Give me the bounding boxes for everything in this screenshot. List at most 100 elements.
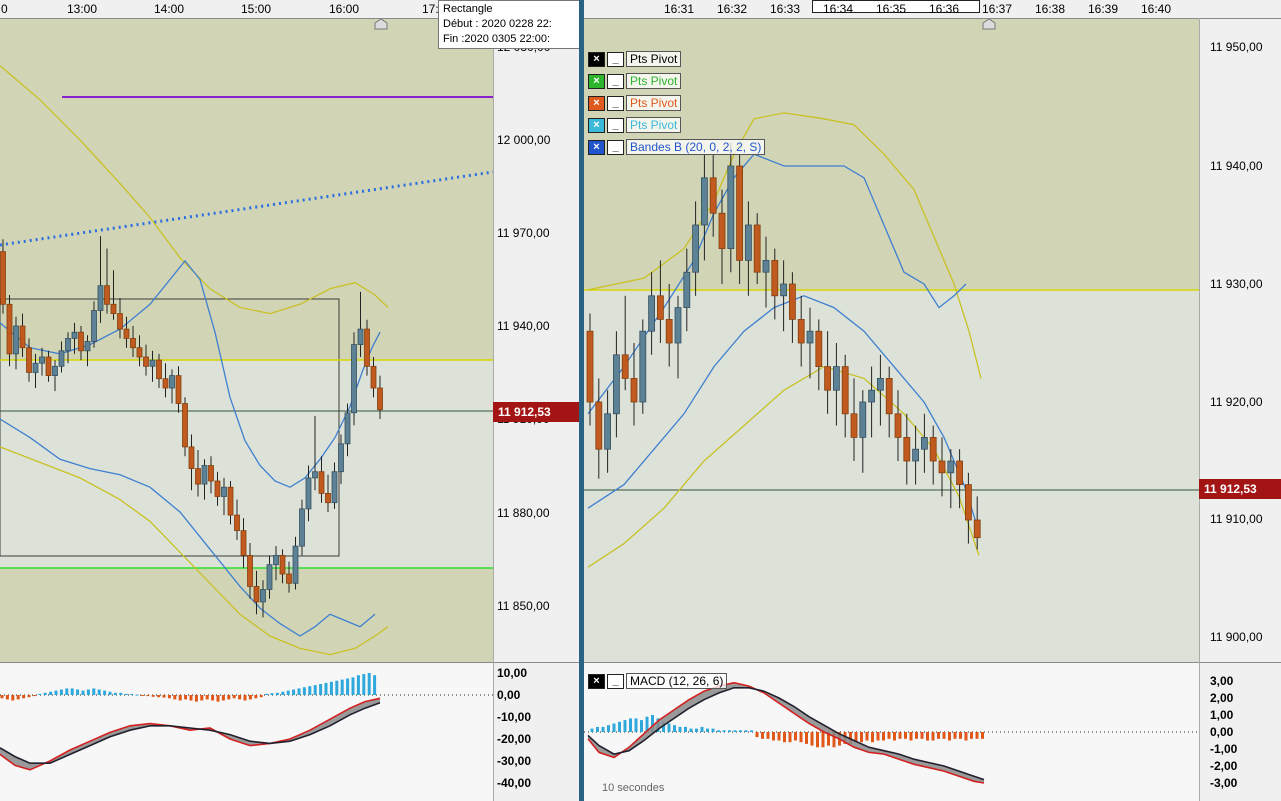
- time-range-selection[interactable]: [812, 0, 980, 13]
- time-marker[interactable]: [982, 18, 996, 30]
- macd-histogram-bar: [915, 732, 918, 739]
- macd-histogram-bar: [953, 732, 957, 739]
- macd-histogram-bar: [335, 680, 339, 695]
- candle: [665, 318, 673, 344]
- macd-histogram-bar: [711, 728, 715, 732]
- chart-zone: [0, 18, 493, 360]
- time-marker[interactable]: [374, 18, 388, 30]
- left-price-chart[interactable]: [0, 18, 493, 662]
- right-price-axis-border: [1199, 18, 1200, 801]
- candle: [156, 359, 162, 380]
- indicator-label[interactable]: Pts Pivot: [626, 51, 682, 67]
- right-price-chart[interactable]: [584, 18, 1199, 662]
- minimize-indicator-button[interactable]: _: [607, 73, 624, 89]
- minimize-indicator-button[interactable]: _: [607, 95, 624, 111]
- indicator-label[interactable]: MACD (12, 26, 6): [626, 673, 728, 689]
- remove-indicator-button[interactable]: ×: [588, 139, 605, 155]
- tooltip-title: Rectangle: [443, 3, 493, 15]
- macd-histogram-bar: [618, 721, 621, 732]
- candle: [377, 387, 383, 411]
- macd-histogram-bar: [59, 689, 63, 695]
- indicator-label[interactable]: Pts Pivot: [626, 95, 682, 111]
- macd-histogram-bar: [178, 695, 182, 701]
- candle: [78, 331, 84, 352]
- macd-histogram-bar: [612, 723, 616, 732]
- macd-histogram-bar: [119, 692, 123, 695]
- minimize-indicator-button[interactable]: _: [607, 673, 624, 689]
- candle: [292, 545, 299, 584]
- indicator-label[interactable]: Pts Pivot: [626, 117, 682, 133]
- panel-separator[interactable]: [0, 662, 1281, 663]
- macd-histogram-bar: [942, 732, 946, 739]
- macd-histogram-bar: [54, 690, 58, 695]
- macd-histogram-bar: [130, 693, 134, 695]
- candle: [929, 436, 937, 462]
- candle: [0, 251, 6, 305]
- candle: [52, 365, 58, 376]
- candle: [815, 330, 823, 368]
- candle: [868, 389, 876, 403]
- macd-histogram-bar: [854, 732, 858, 743]
- remove-indicator-button[interactable]: ×: [588, 117, 605, 133]
- macd-histogram-bar: [733, 730, 737, 732]
- macd-histogram-bar: [140, 695, 144, 696]
- candle: [58, 350, 65, 367]
- candle: [253, 586, 260, 603]
- candle: [91, 310, 97, 342]
- candle: [832, 366, 840, 391]
- tooltip-start-date: Début : 2020 0228 22:: [443, 18, 552, 30]
- macd-histogram-bar: [70, 688, 74, 695]
- macd-histogram-bar: [684, 726, 687, 732]
- macd-histogram-bar: [937, 732, 940, 739]
- macd-histogram-bar: [667, 723, 671, 732]
- candle: [621, 354, 629, 379]
- macd-histogram-bar: [0, 695, 4, 699]
- time-axis-label: 16:33: [769, 2, 801, 16]
- indicator-label[interactable]: Pts Pivot: [626, 73, 682, 89]
- macd-histogram-bar: [297, 688, 301, 695]
- candle: [65, 337, 71, 352]
- candle: [683, 271, 691, 308]
- panel-divider[interactable]: [579, 0, 584, 801]
- macd-histogram-bar: [146, 695, 150, 697]
- macd-histogram-bar: [678, 726, 682, 732]
- macd-histogram-bar: [189, 695, 193, 701]
- signal-line: [0, 701, 381, 764]
- remove-indicator-button[interactable]: ×: [588, 95, 605, 111]
- macd-histogram-bar: [270, 693, 274, 695]
- macd-histogram-bar: [373, 675, 377, 695]
- candle: [674, 307, 682, 344]
- macd-histogram-bar: [108, 691, 112, 695]
- macd-histogram-bar: [221, 695, 225, 701]
- macd-line: [587, 681, 985, 784]
- candle: [84, 341, 91, 352]
- minimize-indicator-button[interactable]: _: [607, 51, 624, 67]
- remove-indicator-button[interactable]: ×: [588, 73, 605, 89]
- indicator-label[interactable]: Bandes B (20, 0, 2, 2, S): [626, 139, 766, 155]
- macd-histogram-bar: [772, 732, 775, 741]
- remove-indicator-button[interactable]: ×: [588, 673, 605, 689]
- macd-histogram-bar: [766, 732, 770, 739]
- indicator-scale-label: -20,00: [497, 732, 532, 746]
- candle: [149, 359, 156, 367]
- indicator-legend-row: × _ MACD (12, 26, 6): [588, 673, 728, 689]
- indicator-scale-label: 0,00: [497, 688, 521, 702]
- macd-histogram-bar: [351, 677, 355, 695]
- left-macd-panel[interactable]: [0, 663, 493, 801]
- remove-indicator-button[interactable]: ×: [588, 51, 605, 67]
- minimize-indicator-button[interactable]: _: [607, 139, 624, 155]
- macd-histogram-bar: [755, 732, 759, 738]
- price-axis-label: 11 900,00: [1210, 630, 1263, 644]
- candle: [771, 259, 779, 297]
- price-axis-label: 11 970,00: [497, 226, 550, 240]
- macd-histogram-bar: [302, 687, 306, 695]
- indicator-scale-label: -10,00: [497, 710, 532, 724]
- candle: [143, 356, 149, 367]
- macd-histogram-bar: [788, 732, 792, 743]
- minimize-indicator-button[interactable]: _: [607, 117, 624, 133]
- macd-histogram-bar: [173, 695, 177, 700]
- candle: [351, 344, 357, 414]
- macd-histogram-bar: [706, 728, 709, 732]
- candle: [876, 377, 884, 391]
